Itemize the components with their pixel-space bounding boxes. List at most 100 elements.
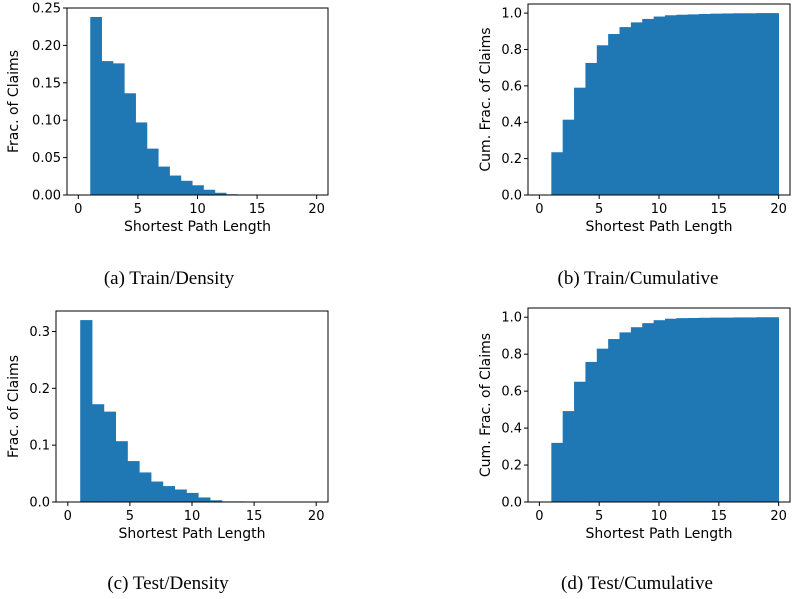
chart2-bar-16: [721, 13, 734, 195]
chart4-bar-19: [755, 317, 768, 502]
chart4-bar-12: [676, 318, 689, 502]
chart4-xtick-label-5: 20: [770, 509, 787, 524]
chart4-xtick-label-3: 10: [651, 509, 668, 524]
chart4-ytick-label-3: 0.4: [501, 422, 522, 437]
chart4-bar-18: [744, 317, 757, 502]
caption-b: (b) Train/Cumulative: [558, 268, 719, 289]
chart1-xtick-label-1: 0: [74, 202, 82, 217]
chart1-bar-1: [90, 16, 102, 196]
chart2-xtick-label-5: 20: [770, 202, 787, 217]
chart1-ytick-label-4: 0.15: [32, 76, 61, 91]
chart1-xtick-label-2: 5: [134, 202, 142, 217]
chart2-ytick-label-3: 0.4: [501, 116, 522, 131]
chart3-bar-11: [198, 497, 211, 502]
chart3-bar-9: [174, 489, 187, 502]
chart2-bar-15: [710, 13, 723, 196]
chart2-bar-9: [642, 18, 655, 196]
chart3-bar-1: [80, 320, 93, 502]
chart4-bar-5: [596, 348, 609, 502]
chart4-xtick-label-4: 15: [711, 509, 728, 524]
chart1-bar-3: [112, 63, 125, 195]
chart2-ytick-label-6: 1.0: [501, 7, 522, 22]
chart2-bar-6: [608, 34, 620, 196]
chart2-bar-10: [653, 16, 666, 195]
chart1-ytick-label-1: 0.00: [32, 189, 61, 204]
chart2-xtick-label-4: 15: [711, 202, 728, 217]
caption-c: (c) Test/Density: [107, 573, 229, 594]
chart1-bar-6: [146, 148, 159, 195]
chart4-ylabel: Cum. Frac. of Claims: [478, 333, 494, 477]
chart3-bar-5: [127, 461, 140, 502]
chart3-bar-8: [162, 486, 176, 502]
chart2-bar-18: [744, 13, 757, 196]
chart3-xtick-label-3: 10: [184, 509, 201, 524]
chart4-bar-16: [721, 317, 734, 502]
chart3-ytick-label-4: 0.3: [29, 325, 50, 340]
chart2-bar-7: [619, 27, 632, 195]
caption-a: (a) Train/Density: [104, 268, 235, 289]
chart2-bar-8: [630, 22, 643, 196]
chart1-ytick-label-3: 0.10: [32, 114, 61, 129]
chart3-bar-4: [115, 441, 128, 502]
chart3-xtick-label-1: 0: [64, 509, 72, 524]
chart4-ytick-label-4: 0.6: [501, 385, 522, 400]
chart1-bar-8: [169, 175, 182, 195]
chart2-ytick-label-5: 0.8: [501, 43, 522, 58]
chart2-ytick-label-4: 0.6: [501, 79, 522, 94]
chart2-bar-13: [687, 14, 700, 196]
chart1-bar-12: [214, 192, 227, 195]
chart2-ytick-label-1: 0.0: [501, 189, 522, 204]
chart4-xtick-label-1: 0: [535, 509, 543, 524]
chart1-bar-11: [203, 189, 216, 195]
chart3-bar-12: [210, 500, 223, 502]
chart1-ytick-label-2: 0.05: [32, 151, 61, 166]
chart3-bar-10: [186, 492, 199, 502]
chart4-xtick-label-2: 5: [595, 509, 603, 524]
chart3-ylabel: Frac. of Claims: [6, 355, 22, 458]
chart3-bar-7: [151, 481, 164, 502]
chart3-bar-6: [139, 472, 152, 502]
chart1-bar-7: [158, 166, 170, 195]
chart2-ytick-label-2: 0.2: [501, 152, 522, 167]
chart2-bar-19: [755, 13, 768, 195]
chart4-ytick-label-2: 0.2: [501, 459, 522, 474]
chart2-bar-1: [551, 152, 564, 195]
chart1-xtick-label-3: 10: [189, 202, 206, 217]
chart4-bar-3: [574, 381, 586, 502]
chart4-bar-9: [642, 323, 655, 502]
caption-d: (d) Test/Cumulative: [561, 573, 713, 594]
chart1-xlabel: Shortest Path Length: [124, 219, 271, 235]
chart2-bar-5: [596, 45, 609, 195]
chart3-bar-2: [92, 404, 105, 502]
chart1-bar-10: [192, 185, 204, 195]
chart4-bar-6: [608, 339, 620, 502]
chart2-xtick-label-2: 5: [595, 202, 603, 217]
chart4-bar-15: [710, 317, 723, 502]
chart1-xtick-label-5: 20: [308, 202, 325, 217]
chart2-bar-20: [767, 13, 780, 195]
chart2-xlabel: Shortest Path Length: [586, 219, 733, 235]
chart1-xtick-label-4: 15: [249, 202, 266, 217]
chart4-bar-14: [699, 317, 711, 502]
chart2-xtick-label-3: 10: [651, 202, 668, 217]
chart4-ytick-label-6: 1.0: [501, 311, 522, 326]
chart1-ylabel: Frac. of Claims: [6, 50, 22, 153]
chart4-bar-11: [664, 318, 677, 502]
chart4-bar-2: [562, 411, 575, 502]
chart2-bar-11: [664, 15, 677, 196]
chart3-xtick-label-2: 5: [126, 509, 134, 524]
chart3-ytick-label-1: 0.0: [29, 496, 50, 511]
chart4-ytick-label-1: 0.0: [501, 496, 522, 511]
chart2-xtick-label-1: 0: [535, 202, 543, 217]
chart2-bar-14: [699, 14, 711, 195]
chart1-bar-4: [124, 93, 136, 195]
chart4-bar-17: [733, 317, 745, 502]
chart3-ytick-label-2: 0.1: [29, 439, 50, 454]
chart2-bar-4: [585, 62, 598, 195]
chart4-xlabel: Shortest Path Length: [586, 526, 733, 542]
chart4-bar-8: [630, 327, 643, 502]
chart2-ylabel: Cum. Frac. of Claims: [478, 27, 494, 171]
chart4-bar-7: [619, 332, 632, 502]
chart4-ytick-label-5: 0.8: [501, 348, 522, 363]
